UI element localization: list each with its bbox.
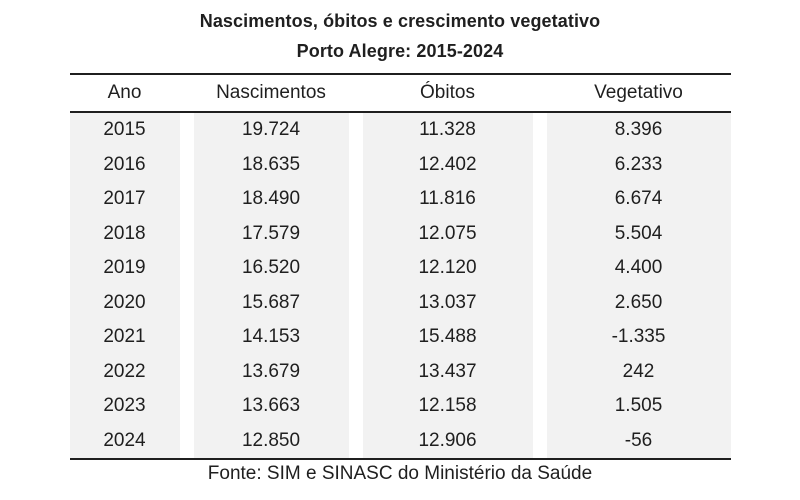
table-row: 2015 19.724 11.328 8.396 — [69, 113, 731, 148]
table-cell-year: 2016 — [69, 147, 180, 182]
table-cell-growth: 2.650 — [546, 285, 731, 320]
column-header-vegetativo: Vegetativo — [594, 82, 683, 103]
table-cell-year: 2019 — [69, 251, 180, 286]
data-table: Ano Nascimentos Óbitos Vegetativo 2015 1… — [69, 73, 731, 460]
table-cell-deaths: 11.816 — [362, 182, 533, 217]
table-cell-growth: 4.400 — [546, 251, 731, 286]
table-cell-births: 14.153 — [193, 320, 349, 355]
table-cell-growth: 5.504 — [546, 216, 731, 251]
table-cell-births: 18.635 — [193, 147, 349, 182]
table-cell-births: 15.687 — [193, 285, 349, 320]
table-cell-year: 2022 — [69, 354, 180, 389]
table-row: 2024 12.850 12.906 -56 — [69, 423, 731, 458]
table-row: 2022 13.679 13.437 242 — [69, 354, 731, 389]
table-subtitle: Porto Alegre: 2015-2024 — [296, 41, 504, 61]
table-cell-deaths: 12.075 — [362, 216, 533, 251]
source-note: Fonte: SIM e SINASC do Ministério da Saú… — [207, 463, 593, 484]
table-cell-births: 12.850 — [193, 423, 349, 458]
table-cell-year: 2017 — [69, 182, 180, 217]
table-cell-deaths: 12.120 — [362, 251, 533, 286]
table-cell-births: 13.663 — [193, 389, 349, 424]
table-cell-growth: -56 — [546, 423, 731, 458]
table-cell-growth: 242 — [546, 354, 731, 389]
table-title: Nascimentos, óbitos e crescimento vegeta… — [199, 11, 601, 31]
table-cell-growth: 6.674 — [546, 182, 731, 217]
table-row: 2021 14.153 15.488 -1.335 — [69, 320, 731, 355]
column-header-nascimentos: Nascimentos — [216, 82, 326, 103]
table-cell-year: 2021 — [69, 320, 180, 355]
table-row: 2020 15.687 13.037 2.650 — [69, 285, 731, 320]
table-cell-deaths: 11.328 — [362, 113, 533, 148]
table-cell-deaths: 12.158 — [362, 389, 533, 424]
table-cell-deaths: 15.488 — [362, 320, 533, 355]
table-cell-year: 2018 — [69, 216, 180, 251]
column-header-obitos: Óbitos — [420, 82, 475, 103]
table-cell-year: 2024 — [69, 423, 180, 458]
table-cell-growth: 8.396 — [546, 113, 731, 148]
column-header-ano: Ano — [107, 82, 142, 103]
table-cell-deaths: 12.906 — [362, 423, 533, 458]
table-cell-births: 16.520 — [193, 251, 349, 286]
table-cell-deaths: 12.402 — [362, 147, 533, 182]
table-cell-growth: 1.505 — [546, 389, 731, 424]
table-row: 2023 13.663 12.158 1.505 — [69, 389, 731, 424]
table-cell-year: 2023 — [69, 389, 180, 424]
table-cell-births: 17.579 — [193, 216, 349, 251]
table-cell-deaths: 13.037 — [362, 285, 533, 320]
table-row: 2016 18.635 12.402 6.233 — [69, 147, 731, 182]
table-row: 2019 16.520 12.120 4.400 — [69, 251, 731, 286]
table-cell-year: 2015 — [69, 113, 180, 148]
header-row: Ano Nascimentos Óbitos Vegetativo — [69, 75, 731, 113]
table-cell-growth: -1.335 — [546, 320, 731, 355]
table-cell-births: 13.679 — [193, 354, 349, 389]
table-cell-births: 18.490 — [193, 182, 349, 217]
table-row: 2018 17.579 12.075 5.504 — [69, 216, 731, 251]
table-cell-births: 19.724 — [193, 113, 349, 148]
table-cell-growth: 6.233 — [546, 147, 731, 182]
table-cell-deaths: 13.437 — [362, 354, 533, 389]
table-cell-year: 2020 — [69, 285, 180, 320]
table-row: 2017 18.490 11.816 6.674 — [69, 182, 731, 217]
